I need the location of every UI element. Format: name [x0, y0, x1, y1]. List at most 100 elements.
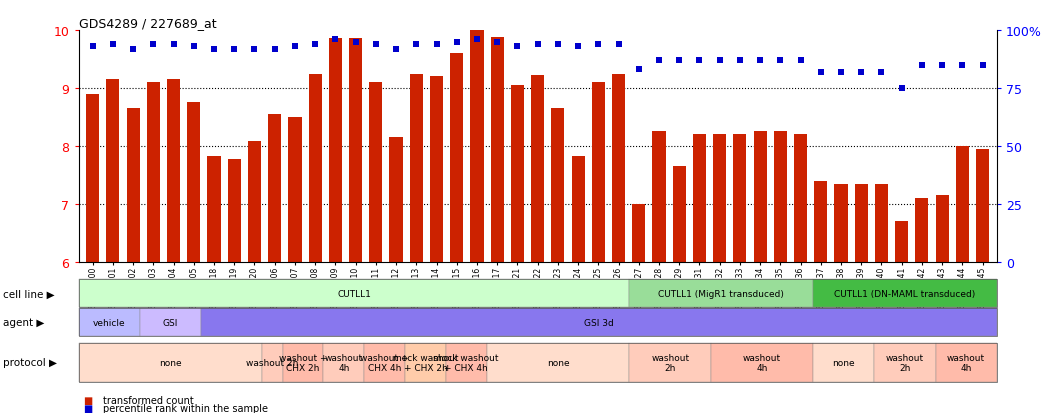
Text: transformed count: transformed count [103, 395, 194, 405]
Point [914, 62, 931, 69]
Bar [652, 132, 666, 262]
Point [509, 44, 526, 50]
Text: CUTLL1 (MigR1 transduced): CUTLL1 (MigR1 transduced) [659, 289, 784, 298]
Bar [552, 109, 564, 262]
Point [934, 62, 951, 69]
Point [144, 42, 161, 48]
Bar [815, 181, 827, 262]
Text: mock washout
+ CHX 4h: mock washout + CHX 4h [433, 353, 499, 372]
Point [630, 67, 647, 74]
Text: washout
2h: washout 2h [651, 353, 689, 372]
Bar [794, 135, 807, 262]
Bar [672, 167, 686, 262]
Bar [470, 31, 484, 262]
Point [165, 42, 182, 48]
Text: washout 2h: washout 2h [246, 358, 298, 367]
Text: vehicle: vehicle [93, 318, 126, 327]
Bar [611, 74, 625, 262]
Point [246, 46, 263, 53]
Text: percentile rank within the sample: percentile rank within the sample [103, 403, 268, 413]
Bar [774, 132, 787, 262]
Point [650, 58, 667, 64]
Point [793, 58, 809, 64]
Text: GSI 3d: GSI 3d [584, 318, 614, 327]
Point [348, 39, 364, 46]
Text: cell line ▶: cell line ▶ [3, 289, 54, 299]
Bar [268, 115, 282, 262]
Point [469, 37, 486, 43]
Bar [976, 150, 989, 262]
Text: washout
2h: washout 2h [886, 353, 925, 372]
Text: none: none [159, 358, 182, 367]
Point [125, 46, 141, 53]
Point [287, 44, 304, 50]
Text: ■: ■ [84, 395, 96, 405]
Point [873, 69, 890, 76]
Bar [511, 86, 524, 262]
Text: GDS4289 / 227689_at: GDS4289 / 227689_at [79, 17, 216, 30]
Bar [693, 135, 706, 262]
Text: GSI: GSI [162, 318, 178, 327]
Bar [733, 135, 747, 262]
Bar [187, 103, 200, 262]
Point [367, 42, 384, 48]
Point [307, 42, 324, 48]
Bar [854, 184, 868, 262]
Text: mock washout
+ CHX 2h: mock washout + CHX 2h [393, 353, 459, 372]
Point [185, 44, 202, 50]
Bar [248, 142, 261, 262]
Point [205, 46, 222, 53]
Point [732, 58, 749, 64]
Text: agent ▶: agent ▶ [3, 318, 45, 328]
Bar [107, 80, 119, 262]
Bar [915, 199, 929, 262]
Bar [531, 76, 544, 262]
Text: none: none [832, 358, 855, 367]
Point [671, 58, 688, 64]
Bar [207, 157, 221, 262]
Bar [168, 80, 180, 262]
Bar [127, 109, 139, 262]
Point [105, 42, 121, 48]
Bar [349, 38, 362, 262]
Bar [754, 132, 766, 262]
Point [711, 58, 728, 64]
Point [570, 44, 586, 50]
Text: washout +
CHX 2h: washout + CHX 2h [279, 353, 328, 372]
Point [853, 69, 870, 76]
Bar [895, 222, 908, 262]
Text: washout
4h: washout 4h [743, 353, 781, 372]
Point [550, 42, 566, 48]
Point [610, 42, 627, 48]
Point [226, 46, 243, 53]
Text: protocol ▶: protocol ▶ [3, 357, 58, 368]
Bar [632, 204, 645, 262]
Point [387, 46, 404, 53]
Bar [592, 83, 605, 262]
Point [752, 58, 768, 64]
Point [589, 42, 606, 48]
Point [893, 85, 910, 92]
Text: washout
4h: washout 4h [948, 353, 985, 372]
Point [812, 69, 829, 76]
Point [489, 39, 506, 46]
Point [772, 58, 788, 64]
Bar [86, 95, 99, 262]
Bar [227, 159, 241, 262]
Text: washout
4h: washout 4h [325, 353, 363, 372]
Point [529, 42, 545, 48]
Point [327, 37, 343, 43]
Bar [834, 184, 848, 262]
Bar [713, 135, 727, 262]
Point [408, 42, 425, 48]
Point [266, 46, 283, 53]
Bar [409, 74, 423, 262]
Bar [329, 38, 342, 262]
Bar [147, 83, 160, 262]
Point [691, 58, 708, 64]
Bar [370, 83, 382, 262]
Bar [288, 118, 302, 262]
Bar [572, 157, 584, 262]
Bar [309, 74, 321, 262]
Bar [430, 77, 443, 262]
